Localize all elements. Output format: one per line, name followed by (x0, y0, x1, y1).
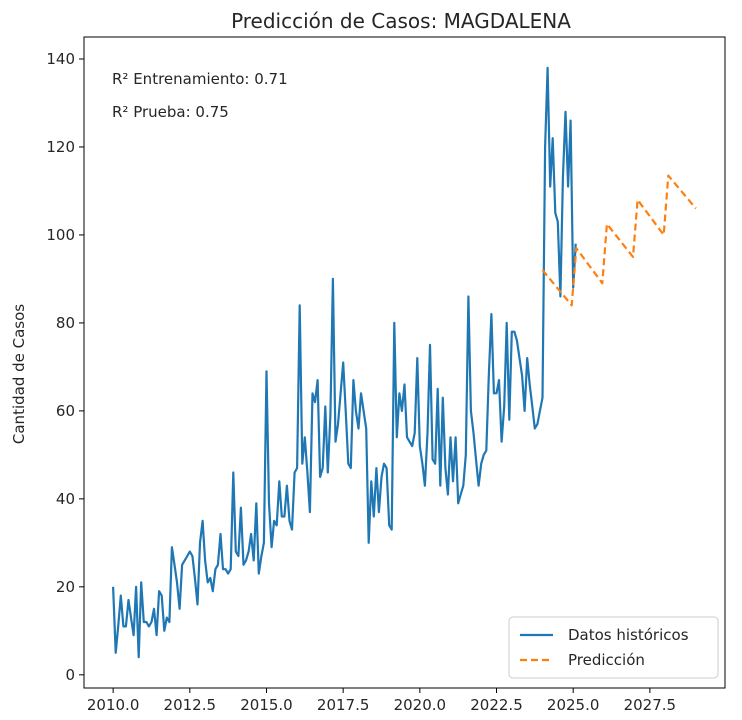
x-tick-label: 2027.5 (624, 696, 677, 714)
r2-test-annotation: R² Prueba: 0.75 (112, 103, 229, 121)
x-tick-label: 2020.0 (394, 696, 447, 714)
x-tick-label: 2022.5 (470, 696, 523, 714)
series-line-historical (112, 66, 577, 659)
legend-historical-label: Datos históricos (568, 626, 689, 644)
legend-box (508, 616, 719, 679)
x-tick-label: 2015.0 (240, 696, 293, 714)
y-tick-label: 0 (65, 666, 75, 684)
y-tick-label: 20 (56, 578, 75, 596)
x-tick-label: 2025.0 (547, 696, 600, 714)
r2-train-annotation: R² Entrenamiento: 0.71 (112, 70, 288, 88)
plot-frame (83, 36, 726, 689)
chart-title: Predicción de Casos: MAGDALENA (231, 9, 571, 33)
y-tick-label: 120 (46, 138, 75, 156)
y-axis: 0 20 40 60 80 100 120 140 (46, 50, 84, 684)
x-tick-label: 2017.5 (317, 696, 370, 714)
x-tick-label: 2010.0 (87, 696, 140, 714)
x-axis: 2010.0 2012.5 2015.0 2017.5 2020.0 2022.5 2025… (87, 688, 676, 714)
legend: Datos históricos Predicción (508, 616, 719, 679)
y-tick-label: 40 (56, 490, 75, 508)
y-tick-label: 100 (46, 226, 75, 244)
y-tick-label: 80 (56, 314, 75, 332)
series-line-prediction (541, 174, 697, 307)
y-tick-label: 60 (56, 402, 75, 420)
y-tick-label: 140 (46, 50, 75, 68)
y-axis-label: Cantidad de Casos (10, 304, 28, 444)
legend-prediction-label: Predicción (568, 651, 645, 669)
plot-area (83, 36, 726, 689)
x-tick-label: 2012.5 (164, 696, 217, 714)
